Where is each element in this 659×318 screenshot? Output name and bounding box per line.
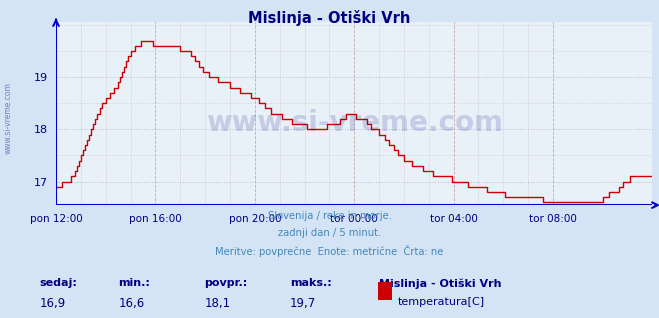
Text: 16,6: 16,6 (119, 297, 145, 310)
Text: Mislinja - Otiški Vrh: Mislinja - Otiški Vrh (248, 10, 411, 26)
Text: www.si-vreme.com: www.si-vreme.com (206, 109, 503, 137)
Text: povpr.:: povpr.: (204, 278, 248, 288)
Text: min.:: min.: (119, 278, 150, 288)
Text: zadnji dan / 5 minut.: zadnji dan / 5 minut. (278, 228, 381, 238)
Text: Slovenija / reke in morje.: Slovenija / reke in morje. (268, 211, 391, 221)
Text: maks.:: maks.: (290, 278, 331, 288)
Text: 18,1: 18,1 (204, 297, 231, 310)
Text: Mislinja - Otiški Vrh: Mislinja - Otiški Vrh (379, 278, 501, 289)
Text: 19,7: 19,7 (290, 297, 316, 310)
Text: 16,9: 16,9 (40, 297, 66, 310)
Text: www.si-vreme.com: www.si-vreme.com (3, 82, 13, 154)
Text: temperatura[C]: temperatura[C] (397, 297, 484, 307)
Text: sedaj:: sedaj: (40, 278, 77, 288)
Text: Meritve: povprečne  Enote: metrične  Črta: ne: Meritve: povprečne Enote: metrične Črta:… (215, 245, 444, 257)
